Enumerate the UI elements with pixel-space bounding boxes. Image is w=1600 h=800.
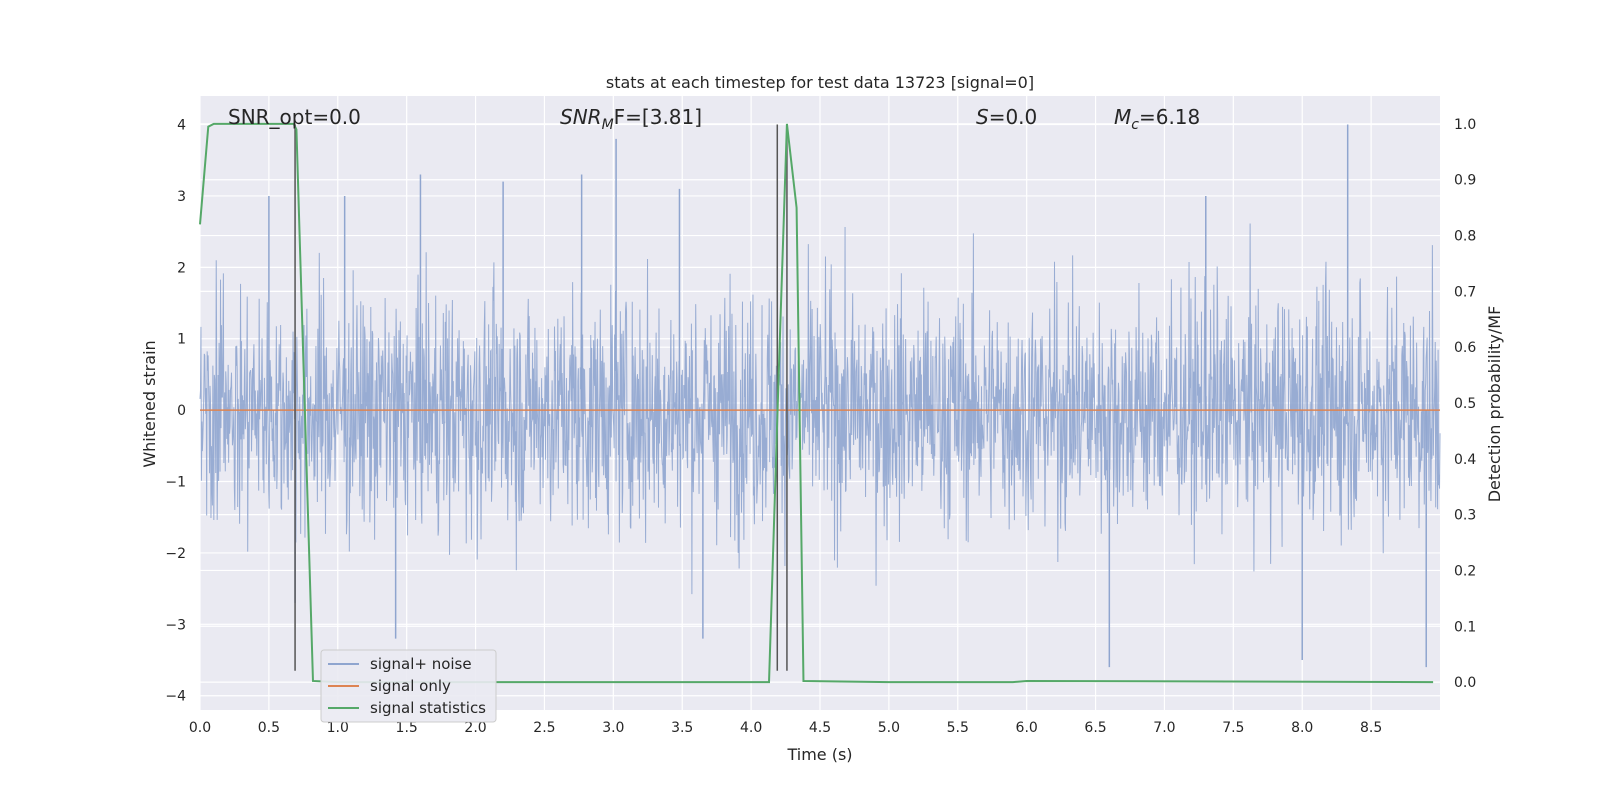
y-tick-label: −1 (165, 475, 186, 491)
x-tick-label: 7.0 (1153, 720, 1175, 736)
x-tick-label: 3.5 (671, 720, 693, 736)
x-tick-label: 6.5 (1084, 720, 1106, 736)
legend-box (320, 649, 497, 723)
y2-tick-label: 0.1 (1454, 619, 1476, 635)
series-signal-statistics (199, 122, 1434, 684)
y2-axis-ticks: 1.0 0.9 0.8 0.7 0.6 0.5 0.4 0.3 0.2 0.1 0.0 (1454, 117, 1476, 691)
y2-tick-label: 0.2 (1454, 563, 1476, 579)
annotation-mc: Mc=6.18 (1114, 105, 1200, 133)
x-tick-label: 5.5 (947, 720, 969, 736)
x-tick-label: 3.0 (602, 720, 624, 736)
y2-tick-label: 0.9 (1454, 173, 1476, 189)
y-tick-label: −4 (165, 689, 186, 705)
y-tick-label: 4 (177, 118, 186, 134)
x-tick-label: 2.0 (464, 720, 486, 736)
y-tick-label: 2 (177, 260, 186, 276)
x-tick-label: 1.0 (327, 720, 349, 736)
legend: signal+ noise signal only signal statist… (320, 649, 497, 723)
y-axis-ticks: 4 3 2 1 0 −1 −2 −3 −4 (165, 118, 186, 705)
annotation-mc-sub: c (1131, 117, 1139, 133)
x-tick-label: 8.0 (1291, 720, 1313, 736)
x-tick-label: 4.0 (740, 720, 762, 736)
annotation-snr-mf-tail: F=[3.81] (614, 105, 702, 129)
x-tick-label: 6.0 (1016, 720, 1038, 736)
legend-label-signal-only: signal only (370, 677, 451, 695)
annotation-mc-tail: =6.18 (1139, 105, 1200, 129)
y2-tick-label: 0.7 (1454, 284, 1476, 300)
y2-tick-label: 0.8 (1454, 229, 1476, 245)
y-tick-label: 1 (177, 332, 186, 348)
y2-tick-label: 0.4 (1454, 452, 1476, 468)
y2-tick-label: 1.0 (1454, 117, 1476, 133)
annotation-snr-mf: SNRMF=[3.81] (560, 105, 702, 133)
annotation-snr-mf-sub: M (602, 117, 614, 133)
x-axis-ticks: 0.0 0.5 1.0 1.5 2.0 2.5 3.0 3.5 4.0 4.5 5.0 5.5 6.0 6… (189, 720, 1382, 736)
x-tick-label: 0.0 (189, 720, 211, 736)
signal-noise-line (199, 223, 1441, 595)
y-tick-label: −3 (165, 617, 186, 633)
x-tick-label: 5.0 (878, 720, 900, 736)
y-axis-label: Whitened strain (140, 340, 159, 467)
annotation-snr-opt: SNR_opt=0.0 (228, 105, 361, 129)
y-tick-label: 3 (177, 189, 186, 205)
y-tick-label: 0 (177, 403, 186, 419)
y2-tick-label: 0.0 (1454, 675, 1476, 691)
legend-label-signal-statistics: signal statistics (370, 699, 486, 717)
y-tick-label: −2 (165, 546, 186, 562)
y2-tick-label: 0.5 (1454, 396, 1476, 412)
signal-statistics-line (199, 122, 1434, 684)
x-tick-label: 4.5 (809, 720, 831, 736)
y2-axis-label: Detection probability/MF (1485, 306, 1504, 503)
x-tick-label: 0.5 (258, 720, 280, 736)
y2-tick-label: 0.6 (1454, 340, 1476, 356)
annotation-s-main: S (976, 105, 989, 129)
annotation-s-tail: =0.0 (989, 105, 1038, 129)
x-tick-label: 7.5 (1222, 720, 1244, 736)
y2-tick-label: 0.3 (1454, 508, 1476, 524)
annotation-snr-mf-main: SNR (560, 105, 602, 129)
chart-title: stats at each timestep for test data 137… (606, 73, 1034, 92)
x-axis-label: Time (s) (786, 745, 852, 764)
legend-label-signal-noise: signal+ noise (370, 655, 472, 673)
annotation-mc-main: M (1114, 105, 1131, 129)
x-tick-label: 1.5 (396, 720, 418, 736)
x-tick-label: 2.5 (533, 720, 555, 736)
x-tick-label: 8.5 (1360, 720, 1382, 736)
annotation-s: S=0.0 (976, 105, 1037, 129)
